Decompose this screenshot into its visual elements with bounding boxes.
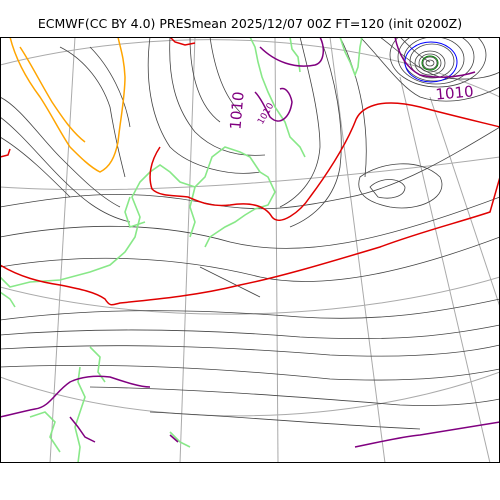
map-title: ECMWF(CC BY 4.0) PRESmean 2025/12/07 00Z… xyxy=(37,16,463,31)
low-pressure-center xyxy=(389,37,487,88)
contour-label-1010-vertical: 1010 xyxy=(226,91,247,131)
contour-label-1010-small: 1010 xyxy=(256,101,276,126)
contour-1010 xyxy=(0,37,500,448)
contour-label-1010-low: 1010 xyxy=(435,82,475,103)
contour-1020 xyxy=(0,37,500,306)
contour-1000-orange xyxy=(9,37,126,173)
isobars xyxy=(0,37,500,430)
contour-1000 xyxy=(421,55,439,71)
coastlines xyxy=(0,37,363,463)
graticule-meridians xyxy=(49,37,500,463)
pressure-map: 1010 1010 1010 xyxy=(0,37,500,463)
